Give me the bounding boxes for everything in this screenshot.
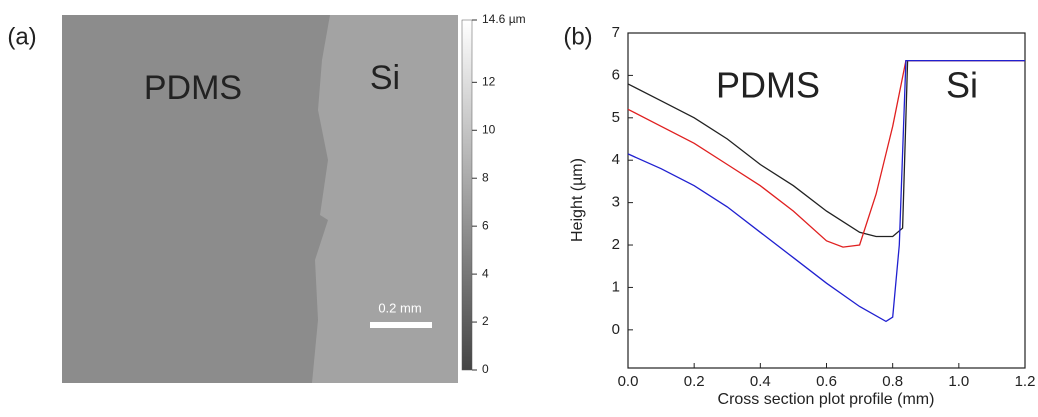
y-tick-label: 6: [612, 66, 620, 83]
x-tick-label: 0.2: [684, 373, 705, 390]
x-tick-label: 0.8: [882, 373, 903, 390]
y-tick-label: 0: [612, 321, 620, 338]
scale-bar: [370, 322, 432, 328]
colorbar-tick-label: 8: [482, 170, 489, 184]
annotation: PDMS: [716, 65, 820, 106]
y-tick-label: 2: [612, 236, 620, 253]
colorbar: [461, 19, 473, 371]
x-tick-label: 1.0: [948, 373, 969, 390]
y-tick-label: 5: [612, 109, 620, 126]
panel-label: (b): [563, 23, 592, 50]
x-tick-label: 1.2: [1015, 373, 1036, 390]
pdms-region: [62, 15, 330, 383]
colorbar-tick-label: 4: [482, 266, 489, 280]
colorbar-tick-label: 12: [482, 75, 496, 89]
y-tick-label: 1: [612, 278, 620, 295]
y-tick-label: 7: [612, 24, 620, 41]
scale-bar-label: 0.2 mm: [378, 300, 421, 315]
annotation: PDMS: [144, 69, 242, 107]
annotation: Si: [370, 59, 400, 97]
x-tick-label: 0.0: [618, 373, 639, 390]
x-tick-label: 0.4: [750, 373, 771, 390]
colorbar-tick-label: 10: [482, 122, 496, 136]
y-tick-label: 3: [612, 194, 620, 211]
annotation: Si: [946, 65, 978, 106]
colorbar-tick-label: 0: [482, 362, 489, 376]
colorbar-tick-label: 6: [482, 218, 489, 232]
x-tick-label: 0.6: [816, 373, 837, 390]
y-axis-label: Height (µm): [569, 158, 586, 242]
colorbar-tick-label: 14.6 µm: [482, 12, 526, 26]
x-axis-label: Cross section plot profile (mm): [718, 391, 935, 408]
line-series: [627, 59, 1025, 238]
line-series: [627, 59, 1025, 248]
y-tick-label: 4: [612, 151, 620, 168]
panel-label: (a): [7, 23, 36, 50]
colorbar-tick-label: 2: [482, 314, 489, 328]
line-series: [627, 59, 1025, 323]
